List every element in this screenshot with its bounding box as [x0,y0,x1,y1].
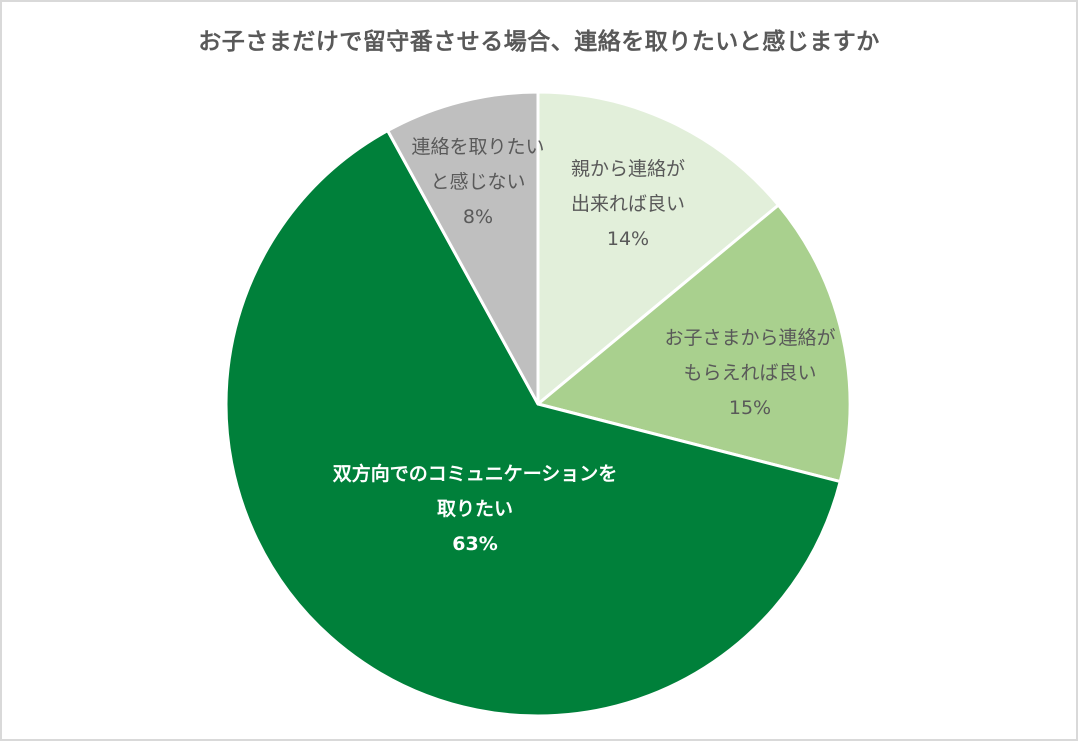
label-line: 親から連絡が [570,158,685,180]
label-child-contact: お子さまから連絡が もらえれば良い 15% [645,321,855,426]
label-line: と感じない [430,171,526,193]
label-line: 取りたい [436,498,513,520]
label-parent-contact: 親から連絡が 出来れば良い 14% [548,152,708,257]
label-line: 双方向でのコミュニケーションを [332,463,618,485]
label-line: もらえれば良い [683,362,817,384]
slice-no-contact[interactable] [386,90,540,406]
slice-child-contact[interactable] [536,203,852,484]
label-percent: 15% [728,397,772,419]
chart-title: お子さまだけで留守番させる場合、連絡を取りたいと感じますか [198,29,880,55]
slice-two-way[interactable] [224,129,842,718]
label-line: 連絡を取りたい [411,136,545,158]
slice-parent-contact[interactable] [536,90,780,406]
label-line: 出来れば良い [570,193,685,215]
label-percent: 8% [462,206,494,228]
label-percent: 63% [452,533,498,555]
label-percent: 14% [606,228,650,250]
label-two-way: 双方向でのコミュニケーションを 取りたい 63% [265,457,685,562]
label-no-contact: 連絡を取りたい と感じない 8% [393,130,563,235]
label-line: お子さまから連絡が [664,327,836,349]
